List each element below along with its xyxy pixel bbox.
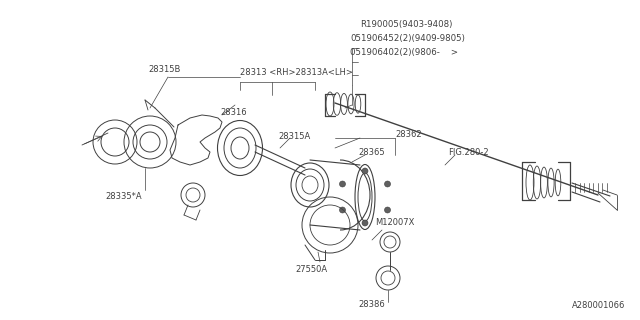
- Text: 051906452(2)(9409-9805): 051906452(2)(9409-9805): [350, 34, 465, 43]
- Text: A280001066: A280001066: [572, 301, 625, 310]
- Text: 051906402(2)(9806-    >: 051906402(2)(9806- >: [350, 48, 458, 57]
- Text: 28316: 28316: [220, 108, 246, 117]
- Text: 28315A: 28315A: [278, 132, 310, 141]
- Text: FIG.280-2: FIG.280-2: [448, 148, 488, 157]
- Text: 28315B: 28315B: [148, 65, 180, 74]
- Circle shape: [385, 207, 390, 213]
- Circle shape: [339, 181, 346, 187]
- Circle shape: [362, 220, 368, 226]
- Text: 27550A: 27550A: [295, 265, 327, 274]
- Text: R190005(9403-9408): R190005(9403-9408): [360, 20, 452, 29]
- Text: 28362: 28362: [395, 130, 422, 139]
- Circle shape: [385, 181, 390, 187]
- Text: 28313 <RH>28313A<LH>: 28313 <RH>28313A<LH>: [240, 68, 353, 77]
- Text: 28365: 28365: [358, 148, 385, 157]
- Text: M12007X: M12007X: [375, 218, 414, 227]
- Circle shape: [362, 168, 368, 174]
- Text: 28386: 28386: [358, 300, 385, 309]
- Circle shape: [339, 207, 346, 213]
- Text: 28335*A: 28335*A: [105, 192, 141, 201]
